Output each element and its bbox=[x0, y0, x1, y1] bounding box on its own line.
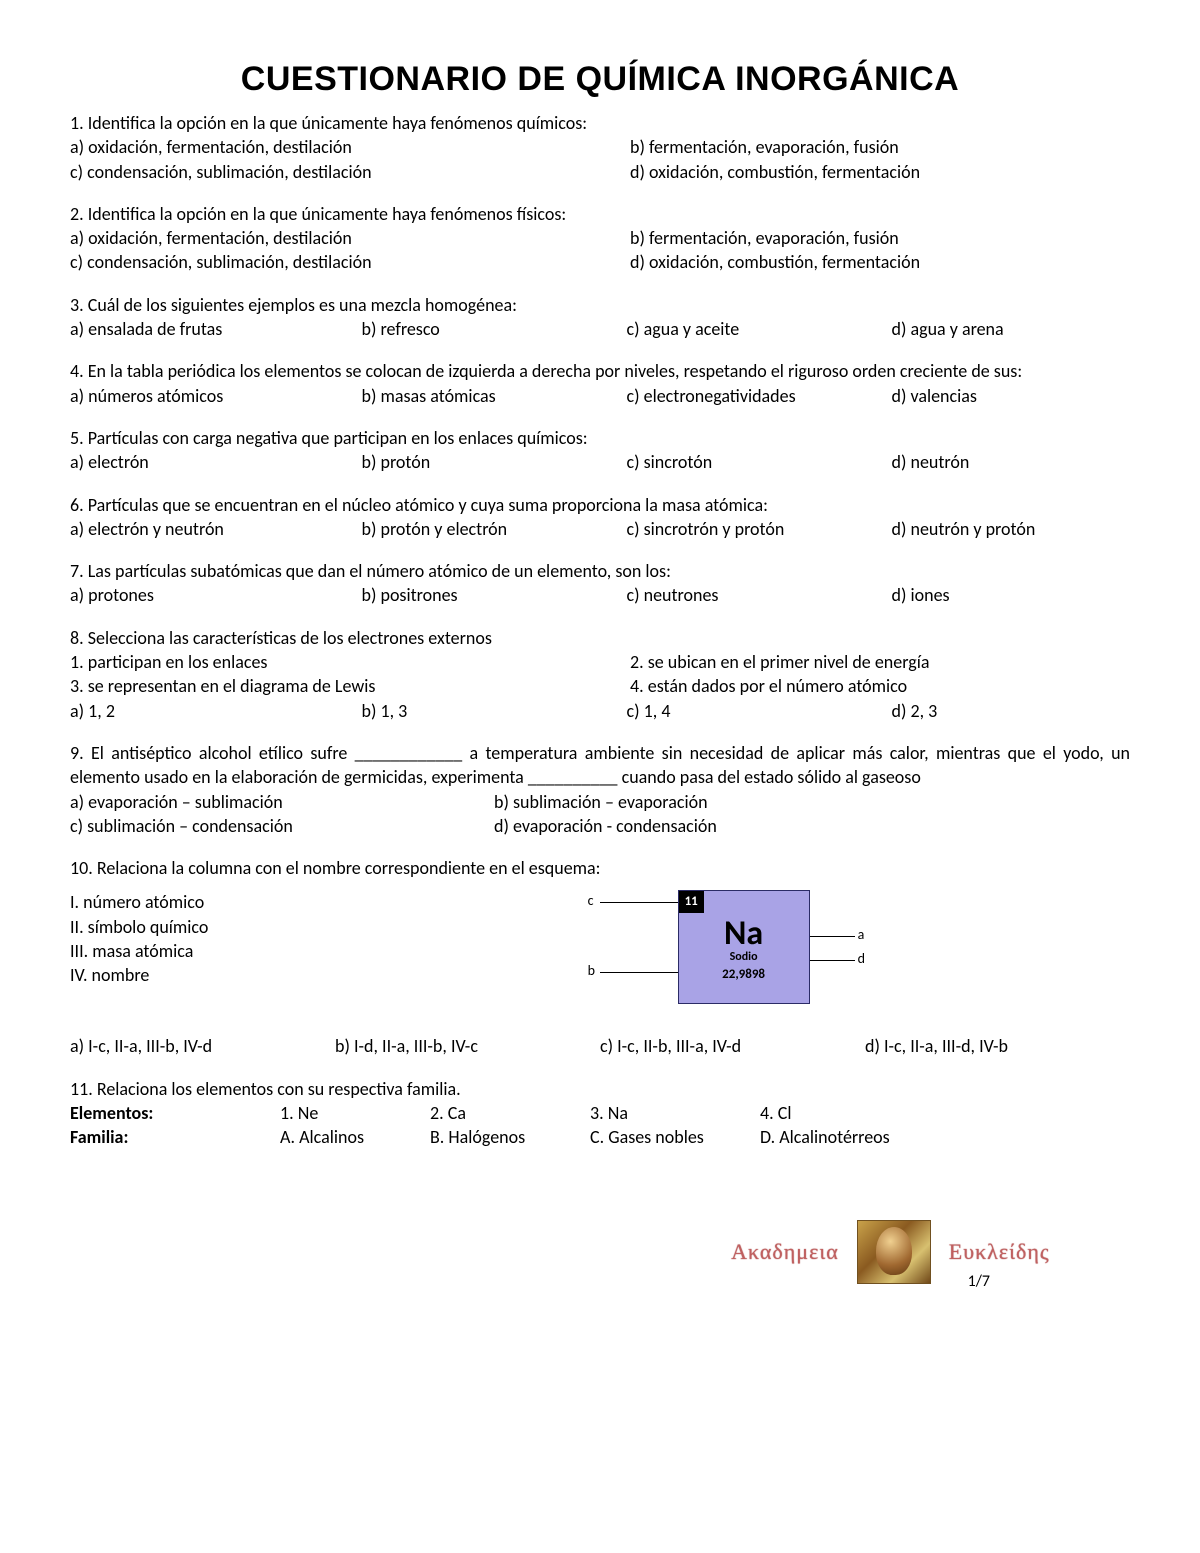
question-11: 11. Relaciona los elementos con su respe… bbox=[70, 1077, 1130, 1150]
footer-logo-icon bbox=[857, 1220, 931, 1284]
q3-opt-c: c) agua y aceite bbox=[627, 317, 892, 341]
q7-opt-b: b) positrones bbox=[362, 583, 627, 607]
q10-iii: III. masa atómica bbox=[70, 939, 558, 963]
q2-opt-c: c) condensación, sublimación, destilació… bbox=[70, 250, 570, 274]
q1-opt-c: c) condensación, sublimación, destilació… bbox=[70, 160, 570, 184]
q7-opt-d: d) iones bbox=[892, 583, 1131, 607]
question-1: 1. Identifica la opción en la que únicam… bbox=[70, 111, 1130, 184]
question-5: 5. Partículas con carga negativa que par… bbox=[70, 426, 1130, 475]
q3-opt-b: b) refresco bbox=[362, 317, 627, 341]
q11-f4: D. Alcalinotérreos bbox=[760, 1125, 960, 1149]
q11-e2: 2. Ca bbox=[430, 1101, 590, 1125]
q2-opt-b: b) fermentación, evaporación, fusión bbox=[570, 226, 1130, 250]
q11-el-label: Elementos: bbox=[70, 1101, 280, 1125]
diagram-label-a: a bbox=[858, 926, 865, 945]
q5-opt-c: c) sincrotón bbox=[627, 450, 892, 474]
q8-text: 8. Selecciona las características de los… bbox=[70, 626, 1130, 650]
q5-opt-d: d) neutrón bbox=[892, 450, 1131, 474]
q8-opt-b: b) 1, 3 bbox=[362, 699, 627, 723]
element-diagram: c b a d 11 Na Sodio 22,9898 bbox=[558, 890, 1130, 1020]
q11-f2: B. Halógenos bbox=[430, 1125, 590, 1149]
diagram-label-c: c bbox=[588, 892, 594, 911]
q8-s2: 2. se ubican en el primer nivel de energ… bbox=[570, 650, 1130, 674]
q8-s1: 1. participan en los enlaces bbox=[70, 650, 570, 674]
q2-text: 2. Identifica la opción en la que únicam… bbox=[70, 202, 1130, 226]
q4-text: 4. En la tabla periódica los elementos s… bbox=[70, 359, 1130, 383]
q5-text: 5. Partículas con carga negativa que par… bbox=[70, 426, 1130, 450]
q4-opt-c: c) electronegatividades bbox=[627, 384, 892, 408]
q9-text: 9. El antiséptico alcohol etílico sufre … bbox=[70, 741, 1130, 790]
footer-left: Ακαδημεια bbox=[731, 1239, 839, 1265]
q1-opt-a: a) oxidación, fermentación, destilación bbox=[70, 135, 570, 159]
q10-ii: II. símbolo químico bbox=[70, 915, 558, 939]
q11-text: 11. Relaciona los elementos con su respe… bbox=[70, 1077, 1130, 1101]
question-9: 9. El antiséptico alcohol etílico sufre … bbox=[70, 741, 1130, 838]
footer-right: Eυκλείδης bbox=[949, 1239, 1050, 1265]
q9-opt-a: a) evaporación – sublimación bbox=[70, 790, 494, 814]
q5-opt-b: b) protón bbox=[362, 450, 627, 474]
q10-iv: IV. nombre bbox=[70, 963, 558, 987]
page-title: CUESTIONARIO DE QUÍMICA INORGÁNICA bbox=[70, 60, 1130, 99]
question-8: 8. Selecciona las características de los… bbox=[70, 626, 1130, 723]
q7-opt-a: a) protones bbox=[70, 583, 362, 607]
q6-opt-d: d) neutrón y protón bbox=[892, 517, 1131, 541]
q8-opt-c: c) 1, 4 bbox=[627, 699, 892, 723]
q11-e3: 3. Na bbox=[590, 1101, 760, 1125]
question-4: 4. En la tabla periódica los elementos s… bbox=[70, 359, 1130, 408]
q10-opt-a: a) I-c, II-a, III-b, IV-d bbox=[70, 1034, 335, 1058]
q2-opt-d: d) oxidación, combustión, fermentación bbox=[570, 250, 1130, 274]
q3-opt-d: d) agua y arena bbox=[892, 317, 1131, 341]
q8-s4: 4. están dados por el número atómico bbox=[570, 674, 1130, 698]
q11-e4: 4. Cl bbox=[760, 1101, 960, 1125]
diagram-label-d: d bbox=[858, 950, 865, 969]
diagram-label-b: b bbox=[588, 962, 595, 981]
q9-opt-d: d) evaporación - condensación bbox=[494, 814, 918, 838]
q8-opt-d: d) 2, 3 bbox=[892, 699, 1131, 723]
question-2: 2. Identifica la opción en la que únicam… bbox=[70, 202, 1130, 275]
question-7: 7. Las partículas subatómicas que dan el… bbox=[70, 559, 1130, 608]
question-6: 6. Partículas que se encuentran en el nú… bbox=[70, 493, 1130, 542]
q8-s3: 3. se representan en el diagrama de Lewi… bbox=[70, 674, 570, 698]
q4-opt-b: b) masas atómicas bbox=[362, 384, 627, 408]
q6-opt-b: b) protón y electrón bbox=[362, 517, 627, 541]
q6-opt-c: c) sincrotrón y protón bbox=[627, 517, 892, 541]
q11-f1: A. Alcalinos bbox=[280, 1125, 430, 1149]
q10-opt-d: d) I-c, II-a, III-d, IV-b bbox=[865, 1034, 1130, 1058]
question-3: 3. Cuál de los siguientes ejemplos es un… bbox=[70, 293, 1130, 342]
q3-text: 3. Cuál de los siguientes ejemplos es un… bbox=[70, 293, 1130, 317]
q1-opt-d: d) oxidación, combustión, fermentación bbox=[570, 160, 1130, 184]
element-card: 11 Na Sodio 22,9898 bbox=[678, 890, 810, 1004]
element-name: Sodio bbox=[679, 949, 809, 965]
q2-opt-a: a) oxidación, fermentación, destilación bbox=[70, 226, 570, 250]
q8-opt-a: a) 1, 2 bbox=[70, 699, 362, 723]
q10-opt-c: c) I-c, II-b, III-a, IV-d bbox=[600, 1034, 865, 1058]
q9-opt-b: b) sublimación – evaporación bbox=[494, 790, 918, 814]
element-mass: 22,9898 bbox=[679, 966, 809, 984]
q11-e1: 1. Ne bbox=[280, 1101, 430, 1125]
element-symbol: Na bbox=[679, 917, 809, 951]
q6-text: 6. Partículas que se encuentran en el nú… bbox=[70, 493, 1130, 517]
q7-opt-c: c) neutrones bbox=[627, 583, 892, 607]
q11-f3: C. Gases nobles bbox=[590, 1125, 760, 1149]
q3-opt-a: a) ensalada de frutas bbox=[70, 317, 362, 341]
q4-opt-a: a) números atómicos bbox=[70, 384, 362, 408]
q11-fam-label: Familia: bbox=[70, 1125, 280, 1149]
question-10: 10. Relaciona la columna con el nombre c… bbox=[70, 856, 1130, 1059]
q7-text: 7. Las partículas subatómicas que dan el… bbox=[70, 559, 1130, 583]
q4-opt-d: d) valencias bbox=[892, 384, 1131, 408]
q5-opt-a: a) electrón bbox=[70, 450, 362, 474]
element-number: 11 bbox=[679, 891, 704, 913]
q10-text: 10. Relaciona la columna con el nombre c… bbox=[70, 856, 1130, 880]
page-number: 1/7 bbox=[968, 1272, 990, 1291]
q1-text: 1. Identifica la opción en la que únicam… bbox=[70, 111, 1130, 135]
q10-opt-b: b) I-d, II-a, III-b, IV-c bbox=[335, 1034, 600, 1058]
q9-opt-c: c) sublimación – condensación bbox=[70, 814, 494, 838]
q6-opt-a: a) electrón y neutrón bbox=[70, 517, 362, 541]
page-footer: Ακαδημεια Eυκλείδης 1/7 bbox=[70, 1220, 1130, 1284]
q10-i: I. número atómico bbox=[70, 890, 558, 914]
q1-opt-b: b) fermentación, evaporación, fusión bbox=[570, 135, 1130, 159]
